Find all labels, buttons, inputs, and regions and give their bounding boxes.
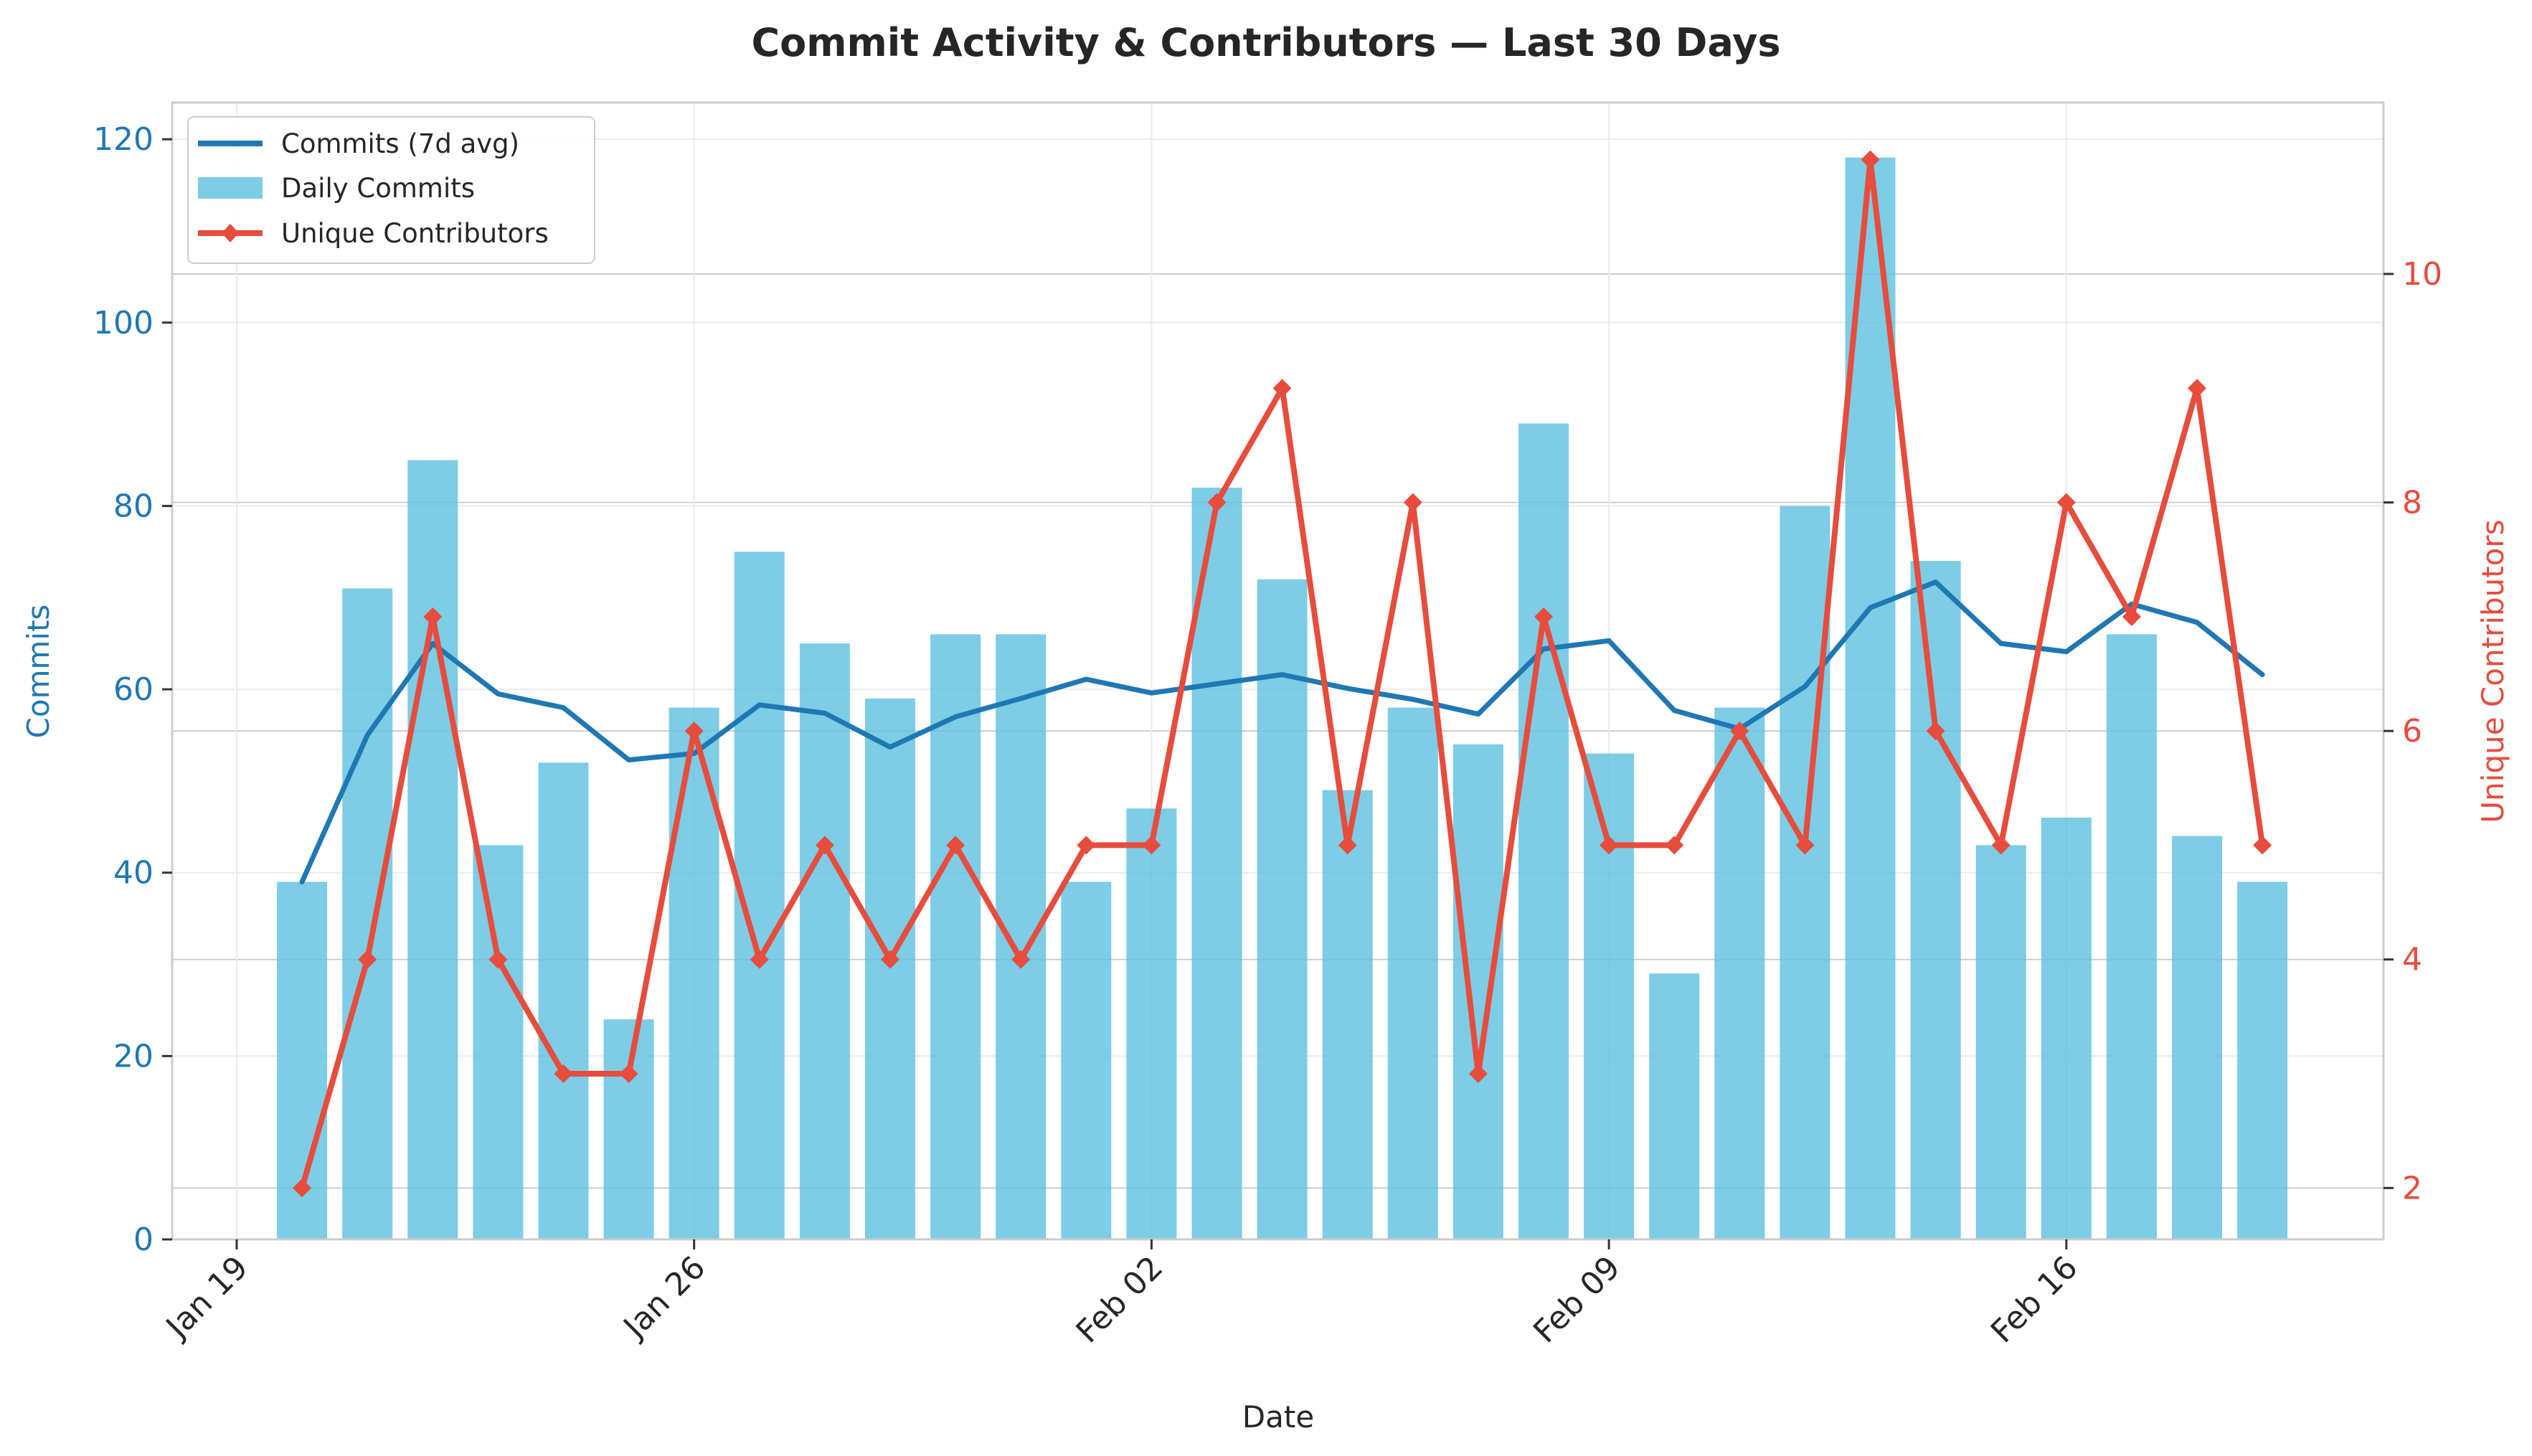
bar-daily-commits <box>930 634 981 1239</box>
marker-unique-contributors <box>2122 607 2141 626</box>
marker-unique-contributors <box>684 722 704 741</box>
legend-label-avg: Commits (7d avg) <box>281 128 519 159</box>
marker-unique-contributors <box>1665 836 1684 855</box>
bar-daily-commits <box>1584 753 1635 1239</box>
bar-daily-commits <box>1387 707 1438 1239</box>
marker-unique-contributors <box>815 836 834 855</box>
bar-daily-commits <box>799 643 850 1239</box>
marker-unique-contributors <box>946 836 965 855</box>
y-tick-label-left: 80 <box>113 488 153 524</box>
y-tick-label-left: 60 <box>113 671 153 708</box>
bar-daily-commits <box>1126 808 1177 1239</box>
bar-daily-commits <box>342 588 393 1239</box>
legend-label-bars: Daily Commits <box>281 173 475 204</box>
bar-daily-commits <box>1322 790 1373 1239</box>
bar-daily-commits <box>1975 845 2026 1239</box>
y-tick-label-right: 2 <box>2402 1170 2422 1206</box>
y-tick-label-left: 0 <box>133 1221 153 1258</box>
marker-unique-contributors <box>1795 836 1815 855</box>
legend-swatch-contrib-marker <box>222 224 239 242</box>
marker-unique-contributors <box>1011 950 1031 969</box>
bar-daily-commits <box>1649 973 1700 1239</box>
legend-swatch-bars <box>198 177 263 199</box>
marker-unique-contributors <box>2056 493 2076 512</box>
bar-daily-commits <box>473 845 524 1239</box>
marker-unique-contributors <box>1403 493 1422 512</box>
legend-frame <box>187 116 595 264</box>
bar-daily-commits <box>1714 707 1765 1239</box>
bar-daily-commits <box>538 762 589 1239</box>
x-axis-label: Date <box>1242 1399 1314 1434</box>
bar-daily-commits <box>996 634 1047 1239</box>
bar-daily-commits <box>603 1019 654 1239</box>
bar-daily-commits <box>1257 579 1308 1239</box>
bar-daily-commits <box>2172 836 2222 1239</box>
bar-daily-commits <box>1518 423 1569 1239</box>
y-tick-label-right: 6 <box>2402 713 2422 750</box>
marker-unique-contributors <box>1991 836 2011 855</box>
bar-layer <box>277 157 2288 1239</box>
marker-unique-contributors <box>1926 722 1945 741</box>
bar-daily-commits <box>2106 634 2157 1239</box>
marker-unique-contributors <box>1534 607 1553 626</box>
y-tick-label-right: 8 <box>2402 485 2422 521</box>
legend: Commits (7d avg) Daily Commits Unique Co… <box>187 116 595 264</box>
marker-unique-contributors <box>554 1064 573 1084</box>
line-commits-7d-avg <box>299 580 2265 884</box>
marker-unique-contributors <box>1272 379 1292 398</box>
marker-unique-contributors <box>881 950 899 969</box>
bar-daily-commits <box>1452 744 1503 1239</box>
bar-daily-commits <box>2041 818 2092 1239</box>
marker-unique-contributors <box>1468 1064 1488 1084</box>
marker-unique-contributors <box>1861 150 1880 169</box>
marker-unique-contributors <box>1142 836 1161 855</box>
y-tick-label-left: 120 <box>93 121 153 158</box>
marker-unique-contributors <box>750 950 769 969</box>
legend-label-contrib: Unique Contributors <box>281 218 549 249</box>
plot-frame <box>171 101 2385 1241</box>
marker-unique-contributors <box>1077 836 1096 855</box>
y-tick-label-right: 4 <box>2402 942 2422 978</box>
marker-unique-contributors <box>2188 379 2206 398</box>
marker-unique-contributors <box>2253 836 2272 855</box>
bar-daily-commits <box>1910 561 1961 1239</box>
y-axis-right-label: Unique Contributors <box>2475 519 2510 823</box>
y-tick-label-left: 40 <box>113 855 153 892</box>
y-tick-label-left: 100 <box>93 305 153 341</box>
marker-unique-contributors <box>1207 493 1227 512</box>
marker-unique-contributors <box>358 950 377 969</box>
bar-daily-commits <box>1780 506 1830 1239</box>
line-layer <box>293 150 2272 1198</box>
bar-daily-commits <box>1061 881 1112 1239</box>
chart-title: Commit Activity & Contributors — Last 30… <box>752 20 1781 65</box>
marker-unique-contributors <box>423 607 443 626</box>
y-tick-label-left: 20 <box>113 1038 153 1074</box>
bar-daily-commits <box>1191 487 1242 1239</box>
marker-unique-contributors <box>488 950 508 969</box>
bar-daily-commits <box>865 698 915 1239</box>
marker-unique-contributors <box>619 1064 638 1084</box>
bar-daily-commits <box>2237 881 2288 1239</box>
marker-unique-contributors <box>1338 836 1357 855</box>
bar-daily-commits <box>407 460 458 1239</box>
y-axis-left-label: Commits <box>21 605 56 739</box>
marker-unique-contributors <box>1730 722 1749 741</box>
marker-unique-contributors <box>293 1178 312 1198</box>
y-tick-label-right: 10 <box>2402 256 2442 293</box>
marker-unique-contributors <box>1600 836 1619 855</box>
